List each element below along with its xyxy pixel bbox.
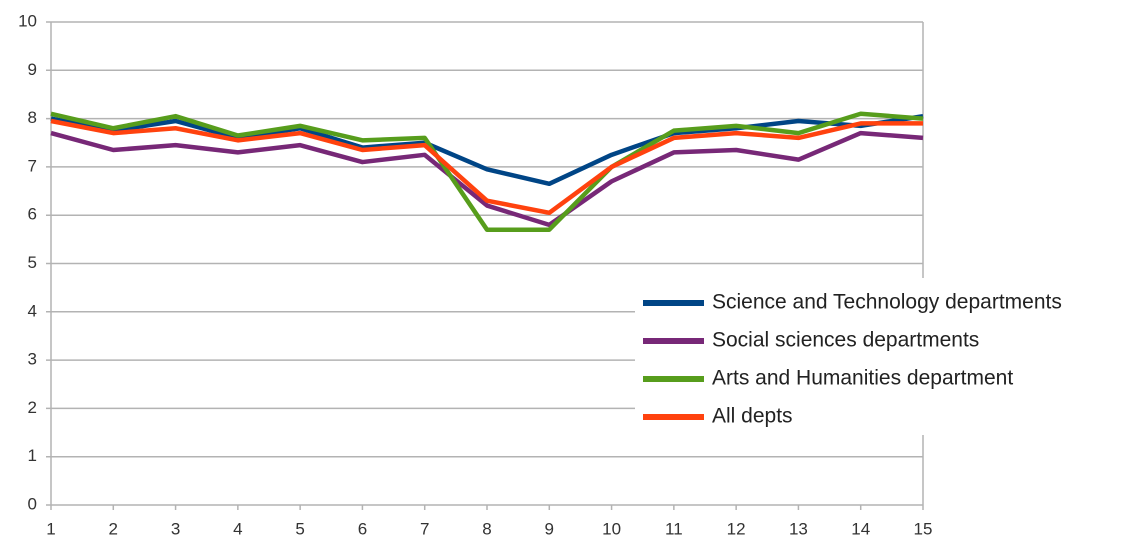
x-tick-label: 6 (358, 519, 367, 538)
x-tick-label: 15 (914, 519, 933, 538)
x-tick-label: 7 (420, 519, 429, 538)
y-tick-label: 7 (28, 156, 37, 175)
y-tick-label: 5 (28, 253, 37, 272)
y-tick-label: 1 (28, 446, 37, 465)
y-tick-label: 9 (28, 60, 37, 79)
legend-box (635, 278, 1147, 435)
y-tick-label: 10 (18, 11, 37, 30)
x-tick-label: 1 (46, 519, 55, 538)
legend-label: Social sciences departments (712, 329, 979, 352)
legend-label: Arts and Humanities department (712, 367, 1013, 390)
x-tick-label: 8 (482, 519, 491, 538)
x-tick-label: 4 (233, 519, 242, 538)
series-line (50, 118, 923, 216)
x-tick-label: 13 (789, 519, 808, 538)
y-tick-label: 4 (28, 301, 37, 320)
y-tick-label: 2 (28, 398, 37, 417)
x-tick-label: 3 (171, 519, 180, 538)
series-line (50, 130, 924, 228)
legend: Science and Technology departments Social… (635, 278, 1147, 435)
y-tick-label: 0 (28, 494, 37, 513)
x-tick-label: 11 (665, 519, 683, 538)
y-tick-label: 8 (28, 108, 37, 127)
legend-label: All depts (712, 405, 793, 428)
y-tick-label: 6 (28, 205, 37, 224)
x-tick-label: 10 (602, 519, 621, 538)
series-line (50, 113, 924, 187)
y-tick-label: 3 (28, 350, 37, 369)
series-line (50, 111, 924, 232)
legend-label: Science and Technology departments (712, 291, 1062, 314)
x-tick-label: 12 (727, 519, 746, 538)
x-tick-label: 14 (851, 519, 870, 538)
x-tick-label: 9 (545, 519, 554, 538)
x-tick-label: 5 (295, 519, 304, 538)
x-tick-label: 2 (109, 519, 118, 538)
